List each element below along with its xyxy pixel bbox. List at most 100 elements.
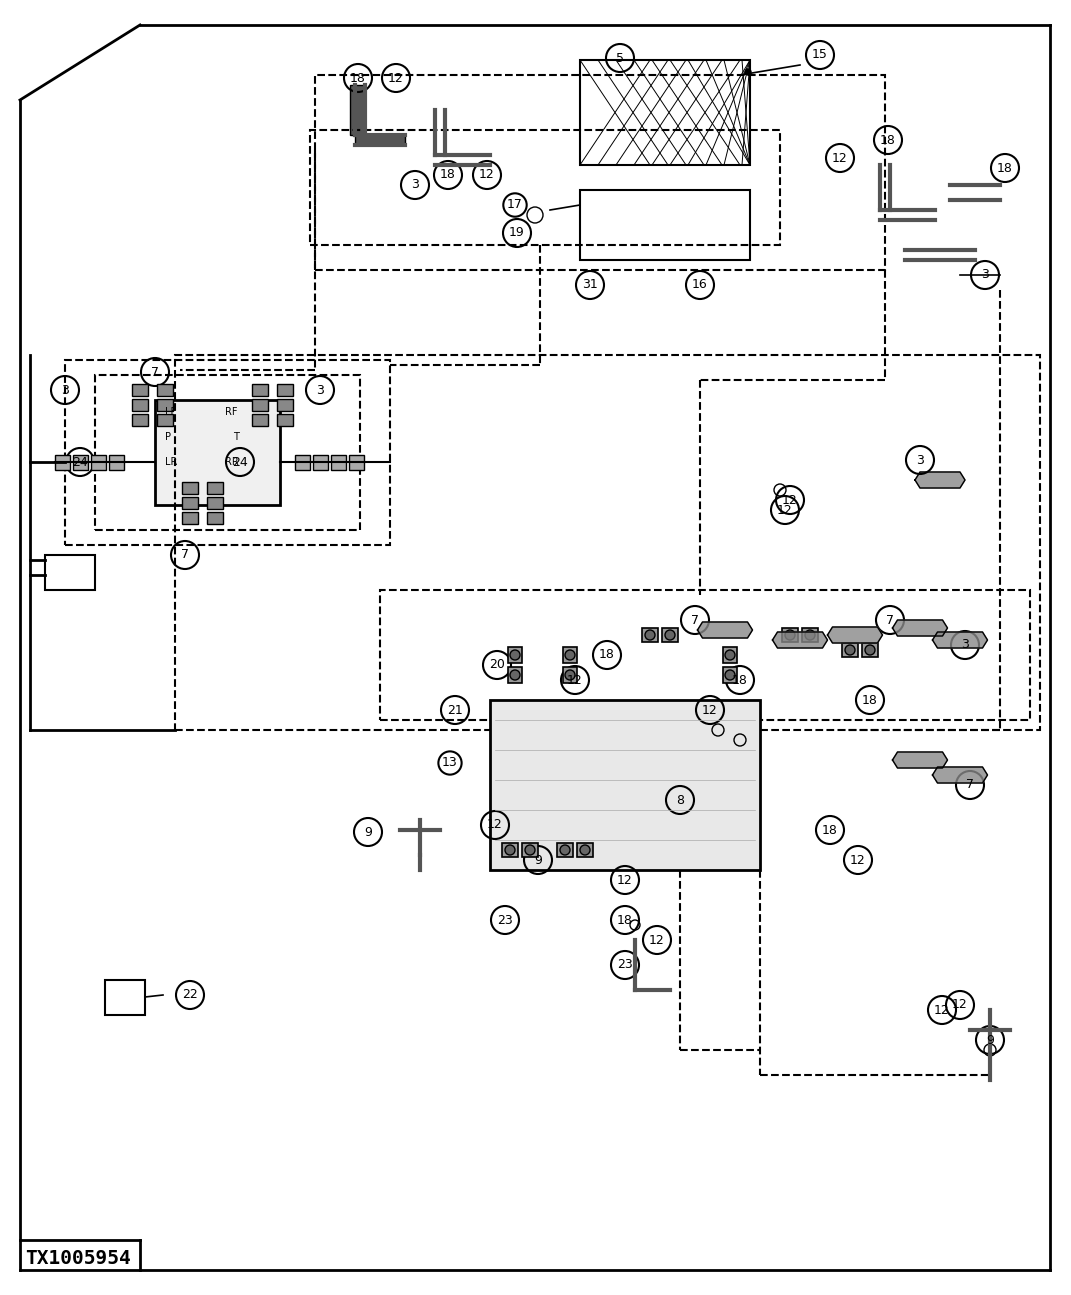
Bar: [91, 455, 106, 470]
Bar: [723, 648, 737, 663]
Bar: [155, 400, 280, 505]
Bar: [295, 455, 310, 470]
Text: 7: 7: [181, 549, 188, 562]
Polygon shape: [933, 767, 987, 783]
Bar: [723, 667, 737, 682]
Text: 12: 12: [850, 853, 865, 866]
Bar: [502, 843, 518, 857]
Bar: [182, 512, 198, 524]
Text: 20: 20: [489, 658, 504, 672]
Text: 8: 8: [676, 794, 684, 807]
Text: 9: 9: [364, 825, 372, 838]
Text: 17: 17: [507, 198, 523, 211]
Bar: [310, 130, 780, 245]
Bar: [55, 455, 70, 470]
Circle shape: [845, 645, 855, 655]
Text: 9: 9: [986, 1033, 994, 1046]
Text: 21: 21: [447, 703, 463, 716]
Text: 16: 16: [692, 278, 708, 291]
Text: 7: 7: [691, 614, 699, 627]
Bar: [73, 455, 88, 470]
Text: 22: 22: [182, 988, 198, 1001]
Bar: [132, 414, 148, 426]
Text: 3: 3: [61, 383, 69, 396]
Circle shape: [645, 629, 655, 640]
Text: 12: 12: [568, 673, 583, 686]
Text: 18: 18: [350, 71, 366, 84]
Bar: [380, 591, 1030, 720]
Bar: [105, 980, 145, 1015]
Bar: [522, 843, 538, 857]
Text: 23: 23: [497, 913, 513, 926]
Bar: [315, 75, 885, 269]
Circle shape: [565, 650, 575, 660]
Bar: [782, 628, 798, 642]
Circle shape: [510, 670, 521, 680]
Circle shape: [785, 629, 795, 640]
Polygon shape: [828, 627, 883, 644]
Text: 5: 5: [616, 52, 624, 65]
Text: 12: 12: [479, 168, 495, 181]
Text: 12: 12: [782, 493, 798, 506]
Circle shape: [725, 670, 735, 680]
Bar: [662, 628, 678, 642]
Text: 7: 7: [966, 778, 974, 791]
Circle shape: [506, 846, 515, 855]
Text: 12: 12: [388, 71, 404, 84]
Text: RR: RR: [225, 457, 239, 467]
Text: 18: 18: [823, 824, 838, 837]
Bar: [563, 648, 577, 663]
Circle shape: [525, 846, 536, 855]
Bar: [182, 497, 198, 509]
Bar: [252, 399, 268, 411]
Text: 7: 7: [151, 365, 159, 378]
Bar: [580, 190, 750, 260]
Text: 12: 12: [617, 874, 633, 887]
Bar: [842, 644, 858, 657]
Text: 18: 18: [862, 694, 878, 707]
Text: P: P: [165, 433, 171, 442]
Circle shape: [565, 670, 575, 680]
Bar: [45, 556, 95, 591]
Polygon shape: [697, 622, 753, 638]
Text: 12: 12: [649, 934, 665, 947]
Bar: [157, 399, 174, 411]
Circle shape: [580, 846, 590, 855]
Bar: [350, 85, 365, 135]
Text: 31: 31: [583, 278, 598, 291]
Bar: [65, 360, 390, 545]
Text: 3: 3: [411, 179, 419, 192]
Text: 3: 3: [916, 453, 924, 466]
Bar: [132, 385, 148, 396]
Polygon shape: [933, 632, 987, 648]
Text: 18: 18: [997, 162, 1013, 175]
Bar: [277, 399, 293, 411]
Text: 24: 24: [232, 456, 247, 469]
Text: T: T: [233, 433, 239, 442]
Bar: [557, 843, 573, 857]
Text: 24: 24: [72, 456, 88, 469]
Bar: [563, 667, 577, 682]
Bar: [157, 414, 174, 426]
Polygon shape: [892, 620, 948, 636]
Bar: [802, 628, 818, 642]
Polygon shape: [772, 632, 828, 648]
Text: 7: 7: [886, 614, 894, 627]
Text: 15: 15: [812, 48, 828, 61]
Text: 9: 9: [534, 853, 542, 866]
Text: 18: 18: [440, 168, 456, 181]
Text: 12: 12: [487, 818, 503, 831]
Bar: [157, 385, 174, 396]
Polygon shape: [892, 752, 948, 768]
Circle shape: [805, 629, 815, 640]
Text: 18: 18: [733, 673, 748, 686]
Text: 12: 12: [832, 152, 848, 164]
Text: 13: 13: [442, 756, 458, 769]
Bar: [508, 648, 522, 663]
Text: 18: 18: [880, 133, 896, 146]
Bar: [580, 60, 750, 164]
Text: RF: RF: [225, 407, 238, 417]
Text: 3: 3: [981, 268, 989, 281]
Bar: [277, 414, 293, 426]
Text: 12: 12: [703, 703, 718, 716]
